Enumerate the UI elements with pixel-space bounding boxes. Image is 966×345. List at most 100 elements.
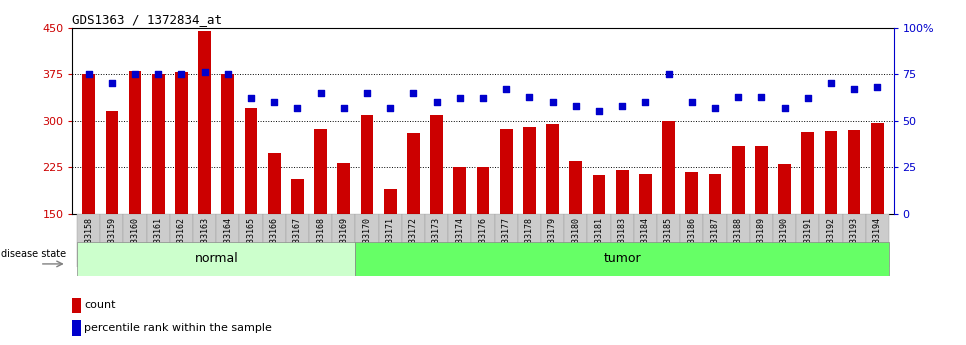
Bar xyxy=(453,167,467,214)
Bar xyxy=(355,241,889,276)
Point xyxy=(452,96,468,101)
Text: GSM33173: GSM33173 xyxy=(432,217,441,257)
Bar xyxy=(871,122,884,214)
Bar xyxy=(471,214,495,267)
Bar xyxy=(384,189,397,214)
Bar xyxy=(802,132,814,214)
Bar xyxy=(732,146,745,214)
Bar xyxy=(634,214,657,267)
Bar xyxy=(355,214,379,267)
Text: count: count xyxy=(84,300,116,310)
Point xyxy=(661,71,676,77)
Bar xyxy=(244,108,257,214)
Bar xyxy=(546,124,559,214)
Bar xyxy=(291,178,304,214)
Bar xyxy=(611,214,634,267)
Point xyxy=(104,81,120,86)
Bar xyxy=(779,164,791,214)
Text: GSM33158: GSM33158 xyxy=(84,217,93,257)
Bar xyxy=(518,214,541,267)
Text: GSM33194: GSM33194 xyxy=(873,217,882,257)
Bar xyxy=(379,214,402,267)
Point xyxy=(197,70,213,75)
Bar xyxy=(175,72,187,214)
Text: GSM33160: GSM33160 xyxy=(130,217,139,257)
Text: GSM33180: GSM33180 xyxy=(571,217,581,257)
Bar xyxy=(105,111,118,214)
Bar xyxy=(499,129,513,214)
Bar xyxy=(240,214,263,267)
Bar xyxy=(332,214,355,267)
Text: GSM33174: GSM33174 xyxy=(455,217,465,257)
Bar xyxy=(309,214,332,267)
Bar xyxy=(755,146,768,214)
Text: GSM33170: GSM33170 xyxy=(362,217,372,257)
Point xyxy=(336,105,352,110)
Text: tumor: tumor xyxy=(604,252,641,265)
Bar xyxy=(128,71,141,214)
Bar xyxy=(750,214,773,267)
Point xyxy=(614,103,630,109)
Bar xyxy=(198,31,211,214)
Bar xyxy=(615,170,629,214)
Point xyxy=(869,85,885,90)
Point xyxy=(730,94,746,99)
Text: GDS1363 / 1372834_at: GDS1363 / 1372834_at xyxy=(72,13,222,27)
Point xyxy=(800,96,815,101)
Text: GSM33183: GSM33183 xyxy=(617,217,627,257)
Bar xyxy=(495,214,518,267)
Text: GSM33192: GSM33192 xyxy=(827,217,836,257)
Point xyxy=(429,99,444,105)
Bar xyxy=(709,174,722,214)
Text: GSM33159: GSM33159 xyxy=(107,217,116,257)
Bar xyxy=(268,153,281,214)
Bar xyxy=(685,172,698,214)
Bar xyxy=(314,129,327,214)
Text: GSM33187: GSM33187 xyxy=(710,217,720,257)
Bar xyxy=(796,214,819,267)
Text: disease state: disease state xyxy=(2,249,67,258)
Bar xyxy=(193,214,216,267)
Text: GSM33166: GSM33166 xyxy=(270,217,279,257)
Point xyxy=(243,96,259,101)
Point xyxy=(81,71,97,77)
Point xyxy=(359,90,375,96)
Text: GSM33191: GSM33191 xyxy=(803,217,812,257)
Point xyxy=(383,105,398,110)
Bar xyxy=(77,214,100,267)
Text: GSM33167: GSM33167 xyxy=(293,217,302,257)
Point xyxy=(290,105,305,110)
Text: percentile rank within the sample: percentile rank within the sample xyxy=(84,323,271,333)
Bar xyxy=(100,214,124,267)
Text: GSM33188: GSM33188 xyxy=(733,217,743,257)
Bar xyxy=(657,214,680,267)
Point xyxy=(522,94,537,99)
Bar xyxy=(72,298,81,313)
Text: GSM33161: GSM33161 xyxy=(154,217,163,257)
Bar xyxy=(569,161,582,214)
Bar xyxy=(337,163,351,214)
Bar xyxy=(541,214,564,267)
Point xyxy=(684,99,699,105)
Bar xyxy=(680,214,703,267)
Point xyxy=(545,99,560,105)
Bar xyxy=(407,133,420,214)
Bar xyxy=(592,175,606,214)
Bar xyxy=(77,241,355,276)
Point xyxy=(638,99,653,105)
Point xyxy=(591,109,607,114)
Text: GSM33181: GSM33181 xyxy=(594,217,604,257)
Text: GSM33185: GSM33185 xyxy=(664,217,673,257)
Bar xyxy=(72,320,81,336)
Point xyxy=(174,71,189,77)
Bar xyxy=(216,214,240,267)
Text: GSM33164: GSM33164 xyxy=(223,217,233,257)
Text: GSM33178: GSM33178 xyxy=(525,217,534,257)
Point xyxy=(128,71,143,77)
Bar xyxy=(430,115,443,214)
Bar xyxy=(639,174,652,214)
Bar xyxy=(564,214,587,267)
Bar xyxy=(124,214,147,267)
Bar xyxy=(360,115,374,214)
Point xyxy=(267,99,282,105)
